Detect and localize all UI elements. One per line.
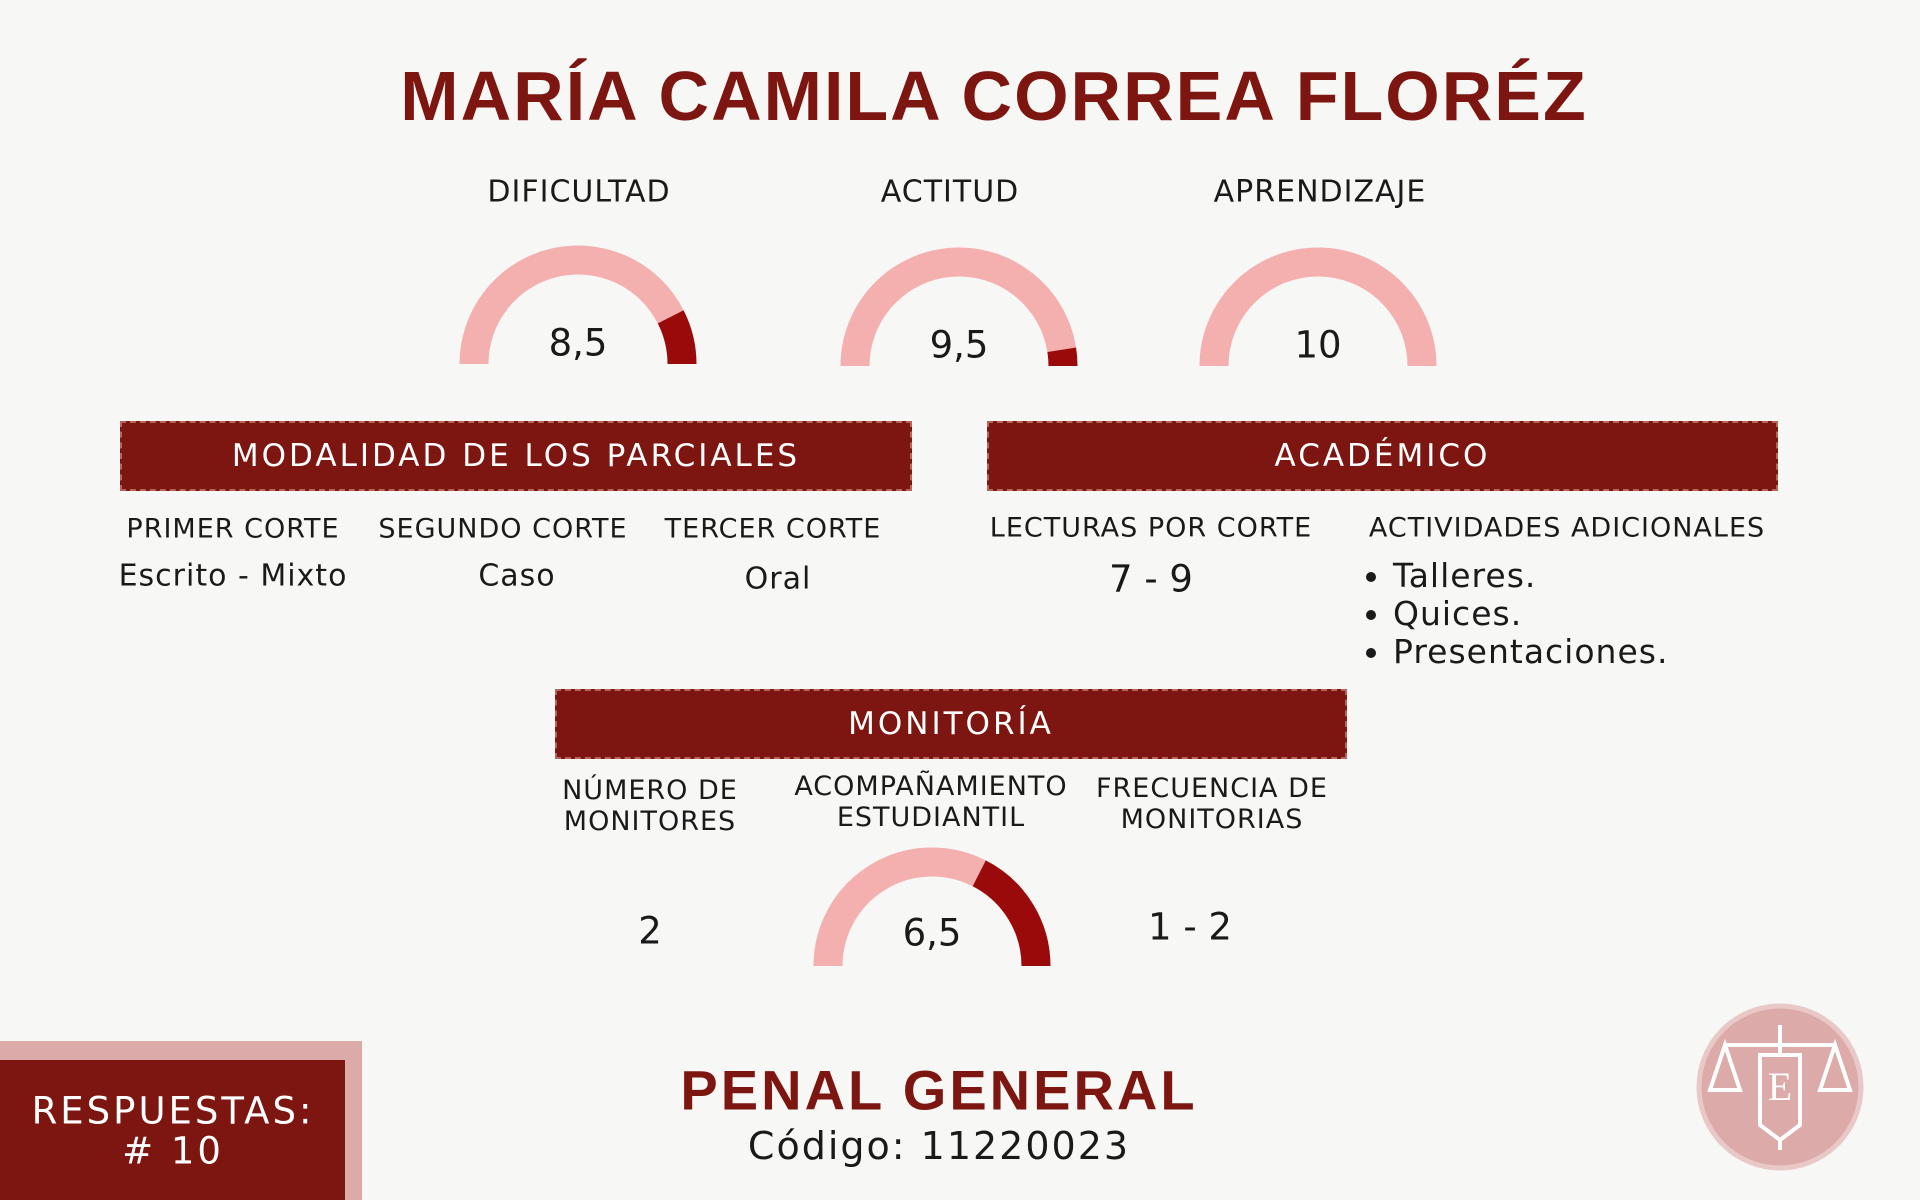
gauge-remainder-arc (657, 310, 697, 365)
activity: Presentaciones. (1393, 633, 1668, 671)
gauge-remainder-arc (972, 860, 1051, 967)
item-value: Caso (478, 558, 556, 594)
item-value: Oral (744, 561, 812, 597)
activity: Quices. (1393, 595, 1668, 633)
item-value: 2 (638, 909, 662, 953)
item-label: TERCER CORTE (664, 513, 882, 545)
gauge-label: ACTITUD (880, 174, 1020, 210)
gauge-label: APRENDIZAJE (1213, 174, 1427, 210)
respuestas-value: # 10 (122, 1129, 224, 1173)
gauge-value-label: 10 (1294, 324, 1341, 367)
item-label: FRECUENCIA DE MONITORIAS (1096, 773, 1328, 835)
activity-list: Talleres. Quices. Presentaciones. (1359, 557, 1668, 671)
respuestas-label: RESPUESTAS: (31, 1089, 315, 1133)
gauge-value-label: 8,5 (549, 322, 608, 365)
title: MARÍA CAMILA CORREA FLORÉZ (400, 57, 1588, 135)
gauge-value-label: 9,5 (930, 324, 989, 367)
gauge-remainder-arc (1047, 347, 1078, 367)
svg-text:E: E (1768, 1064, 1792, 1109)
respuestas-box (0, 1060, 345, 1200)
item-label: LECTURAS POR CORTE (989, 512, 1313, 544)
item-label: SEGUNDO CORTE (378, 513, 628, 545)
item-value: 7 - 9 (1109, 557, 1193, 601)
item-label: ACTIVIDADES ADICIONALES (1368, 512, 1766, 544)
course-name: PENAL GENERAL (680, 1058, 1198, 1122)
item-value: Escrito - Mixto (118, 558, 348, 594)
section-banner: MODALIDAD DE LOS PARCIALES (120, 421, 912, 491)
gauge-value-label: 6,5 (903, 912, 962, 955)
gauge-value-arc (1199, 247, 1437, 367)
item-label: NÚMERO DE MONITORES (562, 775, 738, 837)
gauge-label: DIFICULTAD (487, 174, 671, 210)
item-value: 1 - 2 (1148, 905, 1232, 949)
logo: E (1696, 1003, 1864, 1171)
section-banner: ACADÉMICO (987, 421, 1778, 491)
activity: Talleres. (1393, 557, 1668, 595)
section-banner: MONITORÍA (555, 689, 1347, 759)
gauge-value-arc (813, 847, 986, 967)
item-label: ACOMPAÑAMIENTO ESTUDIANTIL (794, 771, 1068, 833)
gauge-value-arc (840, 247, 1077, 367)
item-label: PRIMER CORTE (126, 513, 340, 545)
course-code: Código: 11220023 (747, 1124, 1131, 1168)
gauge-value-arc (459, 245, 684, 365)
